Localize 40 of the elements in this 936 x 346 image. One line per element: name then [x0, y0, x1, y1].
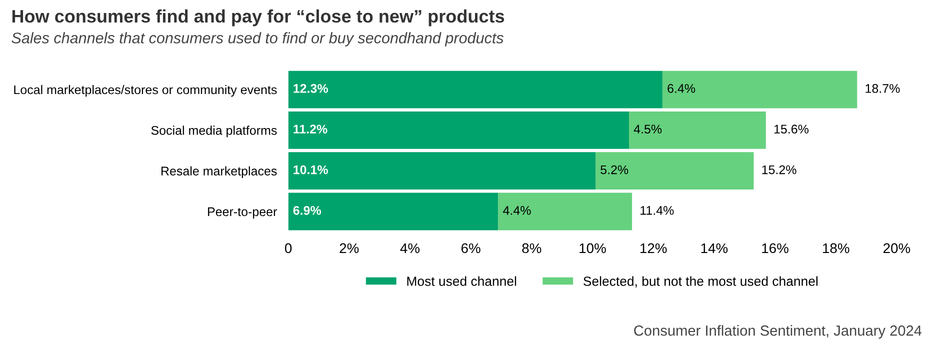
text: Consumer Inflation Sentiment, January 2024: [634, 325, 922, 339]
data-label: 4.4%: [503, 206, 531, 215]
x-tick-label: 20%: [883, 243, 910, 254]
bar: [288, 152, 596, 190]
total-label: 15.2%: [762, 165, 796, 174]
x-tick-label: 12%: [640, 243, 667, 254]
chart-subtitle: Sales channels that consumers used to find or buy secondhand products: [12, 32, 504, 46]
total-label: 15.6%: [774, 124, 808, 134]
data-label: 10.1%: [294, 165, 328, 174]
chart-title: How consumers find and pay for “close to new” products: [12, 9, 504, 26]
x-tick-label: 14%: [701, 243, 728, 254]
data-label: 12.3%: [294, 84, 328, 93]
bar: [498, 192, 632, 230]
x-tick-label: 4%: [400, 243, 420, 254]
legend-label: Selected, but not the most used channel: [584, 276, 818, 288]
bar: [596, 152, 754, 190]
x-tick-label: 6%: [461, 243, 480, 254]
x-tick-label: 0: [284, 243, 292, 254]
bar: [662, 70, 858, 108]
total-label: 11.4%: [640, 206, 674, 215]
data-label: 6.4%: [668, 84, 696, 93]
bar: [288, 111, 629, 149]
x-tick-label: 2%: [340, 243, 359, 254]
data-label: 11.2%: [294, 124, 328, 134]
y-tick-label: Local marketplaces/stores or community events: [14, 85, 277, 97]
total-label: 18.7%: [866, 84, 900, 93]
bar: [288, 70, 662, 108]
x-tick-label: 16%: [762, 243, 788, 254]
y-tick-label: Social media platforms: [151, 126, 277, 138]
data-label: 6.9%: [293, 206, 322, 215]
bar: [288, 192, 498, 230]
bar: [628, 111, 766, 149]
x-tick-label: 18%: [823, 243, 850, 254]
data-label: 4.5%: [634, 124, 662, 134]
y-tick-label: Peer-to-peer: [208, 207, 277, 219]
x-tick-label: 10%: [580, 243, 606, 254]
x-tick-label: 8%: [522, 243, 542, 254]
y-tick-label: Resale marketplaces: [161, 166, 277, 178]
data-label: 5.2%: [600, 165, 628, 174]
legend-label: Most used channel: [407, 276, 516, 286]
